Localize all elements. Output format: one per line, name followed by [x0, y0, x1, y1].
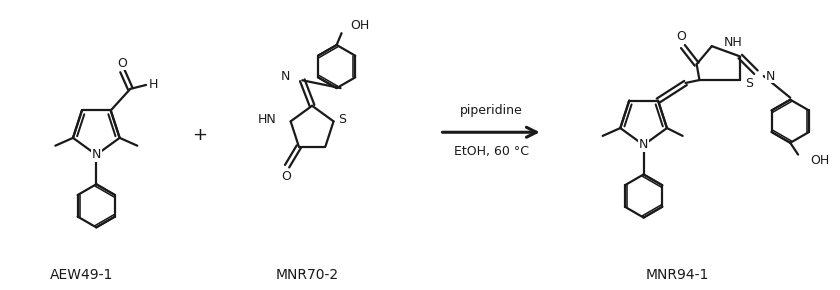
Text: N: N [639, 139, 648, 151]
Text: HN: HN [258, 113, 277, 126]
Text: MNR94-1: MNR94-1 [645, 269, 709, 282]
Text: S: S [745, 77, 753, 90]
Text: OH: OH [350, 19, 370, 32]
Text: OH: OH [810, 154, 829, 167]
Text: N: N [766, 70, 775, 83]
Text: piperidine: piperidine [459, 104, 522, 117]
Text: O: O [118, 57, 128, 70]
Text: EtOH, 60 °C: EtOH, 60 °C [454, 145, 528, 158]
Text: NH: NH [723, 36, 743, 49]
Text: O: O [676, 30, 686, 43]
Text: MNR70-2: MNR70-2 [276, 269, 339, 282]
Text: +: + [192, 126, 207, 144]
Text: O: O [281, 169, 291, 182]
Text: H: H [150, 79, 159, 91]
Text: N: N [281, 70, 291, 83]
Text: N: N [92, 148, 101, 161]
Text: AEW49-1: AEW49-1 [50, 269, 113, 282]
Text: S: S [339, 113, 346, 126]
